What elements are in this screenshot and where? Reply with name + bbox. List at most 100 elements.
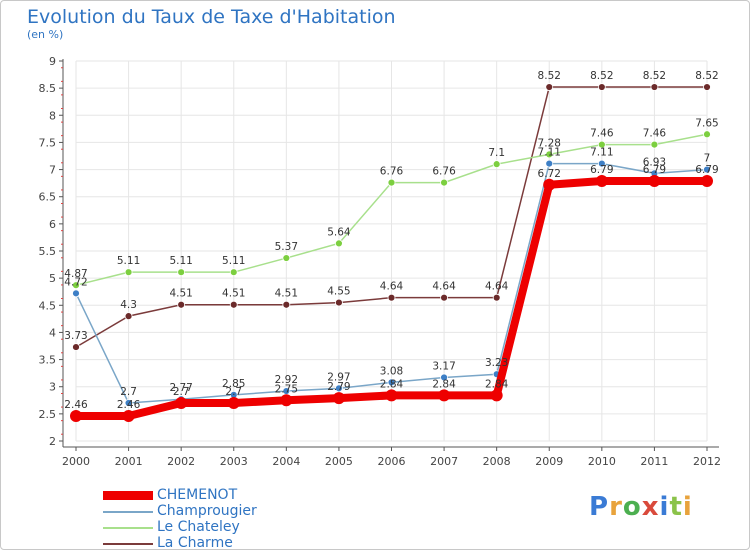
- x-tick-label: 2002: [167, 455, 195, 468]
- data-label-champrougier: 2.92: [275, 374, 298, 386]
- data-point-le-chateley: [229, 268, 238, 277]
- data-label-la-charme: 4.55: [327, 286, 350, 298]
- data-point-le-chateley: [703, 130, 711, 139]
- data-point-le-chateley: [72, 281, 80, 290]
- chart-subtitle: (en %): [27, 28, 64, 41]
- data-point-champrougier: [72, 289, 80, 298]
- data-label-champrougier: 3.08: [380, 365, 403, 377]
- data-point-le-chateley: [545, 150, 554, 159]
- data-label-le-chateley: 7.46: [643, 128, 667, 140]
- x-tick-label: 2008: [483, 455, 511, 468]
- y-tick-label: 7: [49, 164, 56, 177]
- data-point-le-chateley: [597, 140, 606, 149]
- data-point-chemenot: [543, 178, 556, 191]
- data-point-le-chateley: [282, 254, 291, 262]
- data-label-chemenot: 6.79: [590, 164, 613, 176]
- x-tick-label: 2003: [220, 455, 248, 468]
- y-tick-label: 2: [49, 435, 56, 448]
- logo-letter: r: [609, 492, 623, 522]
- data-label-champrougier: 4.72: [64, 276, 87, 288]
- data-label-chemenot: 2.84: [485, 378, 509, 390]
- x-tick-label: 2004: [272, 455, 300, 468]
- data-point-champrougier: [545, 159, 554, 168]
- data-point-le-chateley: [650, 140, 659, 149]
- data-point-champrougier: [597, 159, 606, 168]
- data-point-la-charme: [177, 300, 186, 309]
- data-label-le-chateley: 5.37: [275, 241, 298, 253]
- data-label-champrougier: 3.17: [432, 360, 455, 372]
- data-point-chemenot: [227, 397, 240, 409]
- data-point-chemenot: [438, 389, 451, 402]
- data-label-chemenot: 6.72: [538, 168, 561, 180]
- data-label-la-charme: 8.52: [643, 70, 666, 82]
- logo-letter: t: [669, 492, 683, 522]
- y-tick-label: 3: [49, 381, 56, 394]
- data-label-la-charme: 3.73: [64, 330, 87, 342]
- x-tick-label: 2011: [640, 455, 668, 468]
- data-point-le-chateley: [492, 160, 501, 169]
- data-point-la-charme: [72, 343, 80, 351]
- y-tick-label: 8.5: [39, 82, 57, 95]
- y-tick-label: 8: [49, 109, 56, 122]
- data-label-champrougier: 6.93: [643, 156, 666, 168]
- data-label-la-charme: 4.64: [485, 281, 509, 293]
- data-label-le-chateley: 7.28: [538, 137, 561, 149]
- legend-swatch-la-charme: [103, 543, 153, 545]
- data-label-le-chateley: 4.87: [64, 268, 87, 280]
- data-point-la-charme: [492, 293, 501, 302]
- data-point-la-charme: [124, 312, 133, 321]
- data-label-le-chateley: 7.1: [488, 147, 505, 159]
- data-label-la-charme: 4.64: [432, 281, 456, 293]
- data-label-chemenot: 2.84: [432, 378, 456, 390]
- y-tick-label: 2.5: [39, 408, 57, 421]
- y-tick-label: 5: [49, 272, 56, 285]
- data-label-chemenot: 2.46: [117, 399, 141, 411]
- legend-swatch-le-chateley: [103, 527, 153, 529]
- x-tick-label: 2010: [588, 455, 616, 468]
- data-point-la-charme: [440, 293, 448, 302]
- legend-label-champrougier: Champrougier: [157, 503, 257, 519]
- data-label-chemenot: 6.79: [643, 164, 666, 176]
- data-point-la-charme: [282, 300, 291, 309]
- data-label-le-chateley: 5.11: [169, 255, 192, 267]
- data-point-la-charme: [703, 83, 711, 91]
- data-point-chemenot: [122, 410, 135, 423]
- data-point-chemenot: [332, 392, 345, 405]
- data-point-chemenot: [385, 389, 398, 402]
- data-label-la-charme: 4.51: [222, 288, 245, 300]
- data-point-le-chateley: [387, 178, 396, 187]
- data-label-le-chateley: 7.46: [590, 128, 614, 140]
- data-label-champrougier: 3.23: [485, 357, 508, 369]
- logo-letter: P: [589, 492, 610, 522]
- data-label-champrougier: 7: [704, 153, 711, 165]
- data-point-chemenot: [280, 394, 293, 407]
- y-tick-label: 4.5: [39, 299, 57, 312]
- data-point-champrougier: [440, 373, 448, 382]
- logo-letter: i: [659, 492, 670, 522]
- x-tick-label: 2009: [535, 455, 563, 468]
- proxiti-logo: Proxiti: [589, 492, 693, 522]
- data-label-la-charme: 4.64: [380, 281, 404, 293]
- data-point-chemenot: [648, 174, 661, 187]
- data-label-le-chateley: 5.11: [222, 255, 245, 267]
- data-label-chemenot: 2.7: [173, 386, 190, 398]
- data-point-le-chateley: [335, 239, 343, 248]
- data-label-la-charme: 8.52: [590, 70, 613, 82]
- x-tick-label: 2001: [115, 455, 143, 468]
- data-label-le-chateley: 7.65: [695, 117, 718, 129]
- legend-label-la-charme: La Charme: [157, 535, 233, 550]
- data-point-champrougier: [387, 378, 396, 387]
- data-point-la-charme: [650, 83, 659, 91]
- legend-swatch-champrougier: [103, 511, 153, 513]
- data-label-la-charme: 8.52: [695, 70, 718, 82]
- data-point-la-charme: [335, 298, 343, 307]
- data-point-le-chateley: [440, 178, 448, 187]
- data-label-champrougier: 7.11: [538, 147, 561, 159]
- legend-label-le-chateley: Le Chateley: [157, 519, 240, 535]
- data-label-champrougier: 7.11: [590, 147, 613, 159]
- data-label-chemenot: 2.79: [327, 381, 350, 393]
- x-tick-label: 2000: [62, 455, 90, 468]
- data-point-le-chateley: [177, 268, 186, 277]
